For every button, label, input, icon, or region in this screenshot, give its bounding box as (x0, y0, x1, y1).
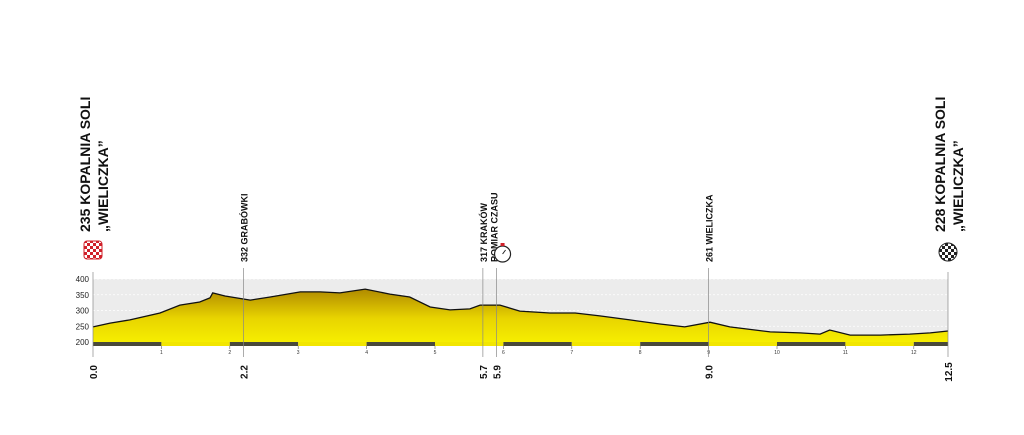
km-strip (229, 342, 299, 346)
waypoint-km: 12.5 (944, 362, 955, 382)
km-strip (366, 342, 435, 346)
y-tick-label: 400 (76, 275, 90, 284)
waypoint-km: 0.0 (89, 365, 100, 379)
waypoint-km: 5.7 (479, 365, 490, 379)
waypoint-label: „WIELICZKA” (950, 140, 966, 232)
km-strip (503, 342, 572, 346)
km-strip (777, 342, 846, 346)
km-strip (93, 342, 162, 346)
x-tick-label: 12 (911, 350, 917, 356)
km-strip (298, 342, 367, 346)
km-strip (161, 342, 230, 346)
waypoint-km: 9.0 (705, 365, 716, 379)
start-icon (83, 240, 103, 260)
x-tick-label: 7 (570, 350, 573, 356)
x-tick-label: 3 (297, 350, 300, 356)
waypoint-km: 2.2 (239, 365, 250, 379)
km-strip (913, 342, 948, 346)
elevation-line (92, 288, 949, 336)
x-tick-label: 10 (774, 350, 780, 356)
waypoint-label: 235 KOPALNIA SOLI (77, 97, 93, 232)
finish-icon (938, 242, 958, 262)
x-tick-label: 2 (228, 350, 231, 356)
waypoint-label: 332 GRABÓWKI (238, 193, 249, 262)
elevation-area (93, 289, 948, 342)
y-tick-label: 200 (76, 338, 90, 347)
x-tick-label: 1 (160, 350, 163, 356)
km-strip (708, 342, 777, 346)
km-strip (571, 342, 641, 346)
km-strip (845, 342, 914, 346)
x-tick-label: 11 (843, 350, 848, 356)
y-tick-label: 350 (76, 291, 90, 300)
x-tick-label: 8 (639, 350, 642, 356)
x-tick-label: 4 (365, 350, 368, 356)
y-tick-label: 300 (76, 307, 90, 316)
km-strip (640, 342, 709, 346)
waypoint-km: 5.9 (493, 365, 504, 379)
stopwatch-top (500, 243, 505, 246)
waypoint-label: POMIAR CZASU (490, 193, 500, 263)
x-tick-label: 5 (434, 350, 437, 356)
waypoint-label: „WIELICZKA” (95, 140, 111, 232)
stopwatch-hand (502, 249, 506, 255)
x-tick-label: 6 (502, 350, 505, 356)
km-strip (435, 342, 504, 346)
waypoint-label: 228 KOPALNIA SOLI (932, 97, 948, 232)
waypoint-label: 261 WIELICZKA (705, 194, 715, 262)
waypoint-label: 317 KRAKÓW (478, 202, 489, 262)
y-tick-label: 250 (76, 322, 90, 331)
